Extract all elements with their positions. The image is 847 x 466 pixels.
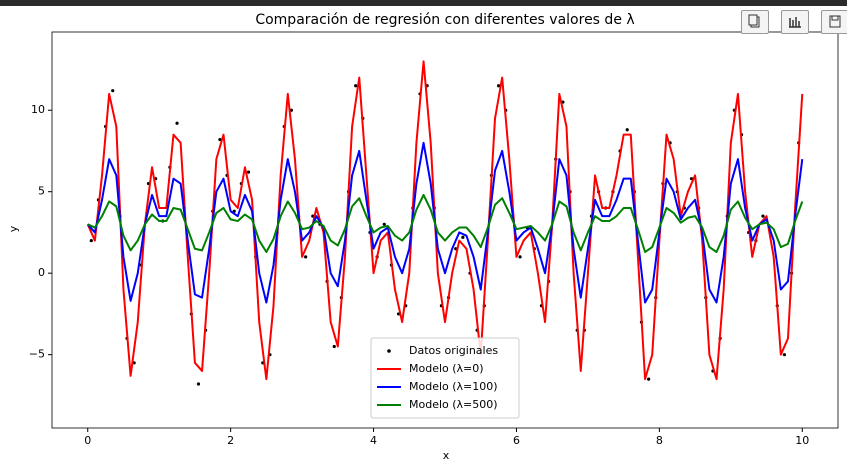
save-button[interactable] [821, 10, 847, 34]
legend-label: Modelo (λ=500) [409, 398, 498, 411]
data-point [354, 84, 358, 88]
chart-button[interactable] [781, 10, 809, 34]
x-tick-label: 10 [795, 434, 809, 447]
plot-area [86, 60, 804, 386]
data-point [461, 235, 465, 239]
data-point [625, 128, 629, 132]
data-point [647, 377, 651, 381]
data-point [175, 121, 179, 125]
data-point [111, 89, 115, 93]
axes-frame [51, 31, 839, 429]
y-tick-label: 10 [31, 103, 45, 116]
data-point [761, 214, 765, 218]
top-bar [0, 0, 847, 6]
x-tick-label: 4 [370, 434, 377, 447]
data-point [518, 255, 522, 259]
model-line [86, 60, 804, 381]
y-tick-label: 5 [38, 185, 45, 198]
x-tick-label: 6 [513, 434, 520, 447]
copy-button[interactable] [741, 10, 769, 34]
y-tick-label: 0 [38, 266, 45, 279]
legend-marker [387, 349, 391, 353]
data-point [496, 84, 501, 88]
legend-label: Datos originales [409, 344, 498, 357]
data-point [382, 222, 386, 226]
data-point [89, 238, 93, 243]
data-point [246, 170, 251, 174]
model-line [87, 193, 804, 253]
y-tick-label: −5 [29, 348, 45, 361]
data-point [196, 382, 201, 386]
legend-box [370, 337, 520, 419]
data-point [304, 255, 308, 259]
legend-label: Modelo (λ=100) [409, 380, 498, 393]
model-line [86, 141, 804, 304]
data-point [218, 137, 222, 142]
x-tick-label: 8 [656, 434, 663, 447]
x-tick-label: 2 [227, 434, 234, 447]
y-axis-label: y [7, 225, 20, 232]
chart-title: Comparación de regresión con diferentes … [255, 12, 634, 28]
x-tick-label: 0 [84, 434, 91, 447]
data-point [782, 353, 787, 357]
data-point [332, 344, 336, 349]
legend-label: Modelo (λ=0) [409, 362, 484, 375]
x-axis-label: x [443, 449, 450, 462]
